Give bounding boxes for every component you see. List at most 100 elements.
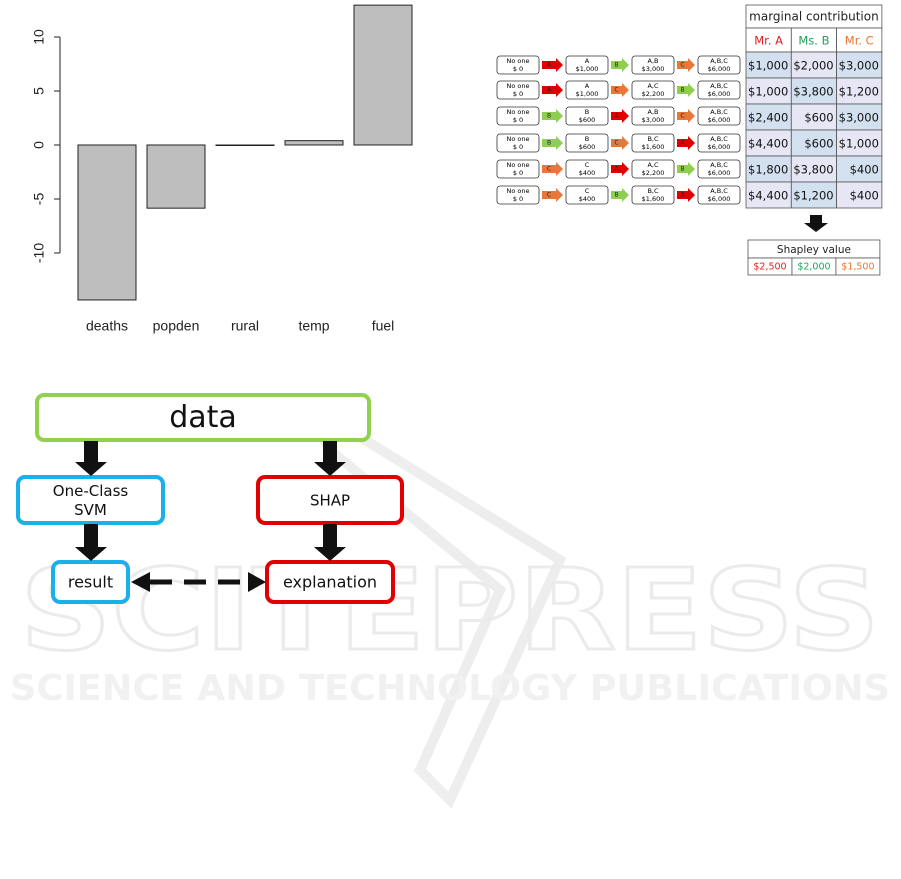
- coalition-value: $6,000: [708, 143, 731, 151]
- coalition-value: $2,200: [642, 90, 665, 98]
- coalition-label: No one: [506, 161, 529, 169]
- coalition-label: No one: [506, 135, 529, 143]
- table-value: $4,400: [748, 137, 788, 151]
- coalition-label: B: [585, 108, 589, 116]
- coalition-label: A,B,C: [710, 187, 728, 195]
- flow-node: [35, 393, 371, 442]
- step-arrow: [542, 83, 563, 97]
- table-cell: [745, 77, 792, 105]
- coalition-label: A,C: [647, 161, 659, 169]
- coalition-label: A,B,C: [710, 108, 728, 116]
- coalition-label: A: [585, 57, 590, 65]
- coalition-label: B,C: [647, 135, 659, 143]
- flow-arrow: [314, 524, 346, 561]
- coalition-value: $3,000: [642, 65, 665, 73]
- coalition-label: A,B: [648, 108, 659, 116]
- coalition-node: [496, 185, 540, 205]
- coalition-value: $400: [579, 195, 596, 203]
- step-label: B: [547, 113, 551, 120]
- step-arrow: [542, 109, 563, 123]
- coalition-value: $6,000: [708, 116, 731, 124]
- table-value: $1,800: [748, 163, 788, 177]
- coalition-label: C: [585, 187, 590, 195]
- step-arrow: [542, 162, 563, 176]
- step-label: C: [614, 87, 618, 94]
- bar: [353, 4, 413, 146]
- y-tick-label: -10: [31, 243, 47, 263]
- step-label: C: [614, 140, 618, 147]
- coalition-node: [496, 55, 540, 75]
- column-header: Mr. A: [754, 34, 783, 48]
- coalition-node: [631, 80, 675, 100]
- x-tick-label: temp: [298, 318, 329, 334]
- coalition-value: $600: [579, 143, 596, 151]
- step-label: A: [680, 192, 685, 199]
- y-tick-label: -5: [31, 193, 47, 206]
- coalition-label: A: [585, 82, 590, 90]
- table-value: $4,400: [748, 189, 788, 203]
- table-value: $3,000: [839, 59, 879, 73]
- coalition-label: No one: [506, 57, 529, 65]
- step-label: B: [547, 140, 551, 147]
- step-arrow: [611, 136, 629, 150]
- bar: [77, 144, 137, 301]
- coalition-label: No one: [506, 187, 529, 195]
- y-tick-label: 10: [31, 29, 47, 45]
- step-arrow: [611, 162, 629, 176]
- coalition-label: B: [585, 135, 589, 143]
- step-arrow: [611, 83, 629, 97]
- coalition-node: [697, 106, 741, 126]
- step-arrow: [542, 188, 563, 202]
- step-label: A: [614, 113, 619, 120]
- flow-node: [16, 475, 165, 525]
- watermark-logo: SCITEPRESS: [20, 546, 880, 676]
- coalition-value: $6,000: [708, 65, 731, 73]
- coalition-node: [496, 159, 540, 179]
- coalition-node: [697, 133, 741, 153]
- down-arrow: [804, 215, 828, 232]
- coalition-node: [496, 80, 540, 100]
- flow-node: [265, 560, 395, 604]
- coalition-value: $6,000: [708, 90, 731, 98]
- table-cell: [745, 129, 792, 157]
- step-label: C: [547, 192, 551, 199]
- coalition-node: [697, 55, 741, 75]
- coalition-label: A,B,C: [710, 57, 728, 65]
- coalition-label: A,B,C: [710, 135, 728, 143]
- table-value: $400: [850, 163, 879, 177]
- x-tick-label: fuel: [372, 318, 395, 334]
- step-arrow: [611, 188, 629, 202]
- link-head-left: [131, 572, 150, 592]
- step-label: B: [614, 62, 618, 69]
- table-cell: [836, 181, 883, 209]
- coalition-value: $3,000: [642, 116, 665, 124]
- step-arrow: [677, 83, 695, 97]
- coalition-node: [565, 159, 609, 179]
- table-cell: [836, 103, 883, 131]
- table-cell: [836, 155, 883, 183]
- coalition-value: $1,000: [576, 90, 599, 98]
- link-head-right: [248, 572, 266, 592]
- table-cell: [745, 155, 792, 183]
- coalition-label: A,B,C: [710, 82, 728, 90]
- coalition-node: [631, 106, 675, 126]
- flow-label: explanation: [283, 573, 377, 592]
- y-tick-label: 5: [31, 87, 47, 95]
- coalition-node: [565, 80, 609, 100]
- coalition-value: $ 0: [513, 143, 523, 151]
- step-arrow: [542, 58, 563, 72]
- coalition-label: A,B: [648, 57, 659, 65]
- table-value: $1,200: [839, 85, 879, 99]
- coalition-label: No one: [506, 108, 529, 116]
- coalition-value: $ 0: [513, 195, 523, 203]
- coalition-node: [496, 106, 540, 126]
- table-value: $600: [804, 111, 833, 125]
- coalition-node: [565, 55, 609, 75]
- coalition-value: $6,000: [708, 195, 731, 203]
- step-label: B: [614, 192, 618, 199]
- coalition-value: $1,600: [642, 143, 665, 151]
- coalition-node: [697, 185, 741, 205]
- coalition-value: $ 0: [513, 65, 523, 73]
- shapley-value: $1,500: [841, 262, 874, 273]
